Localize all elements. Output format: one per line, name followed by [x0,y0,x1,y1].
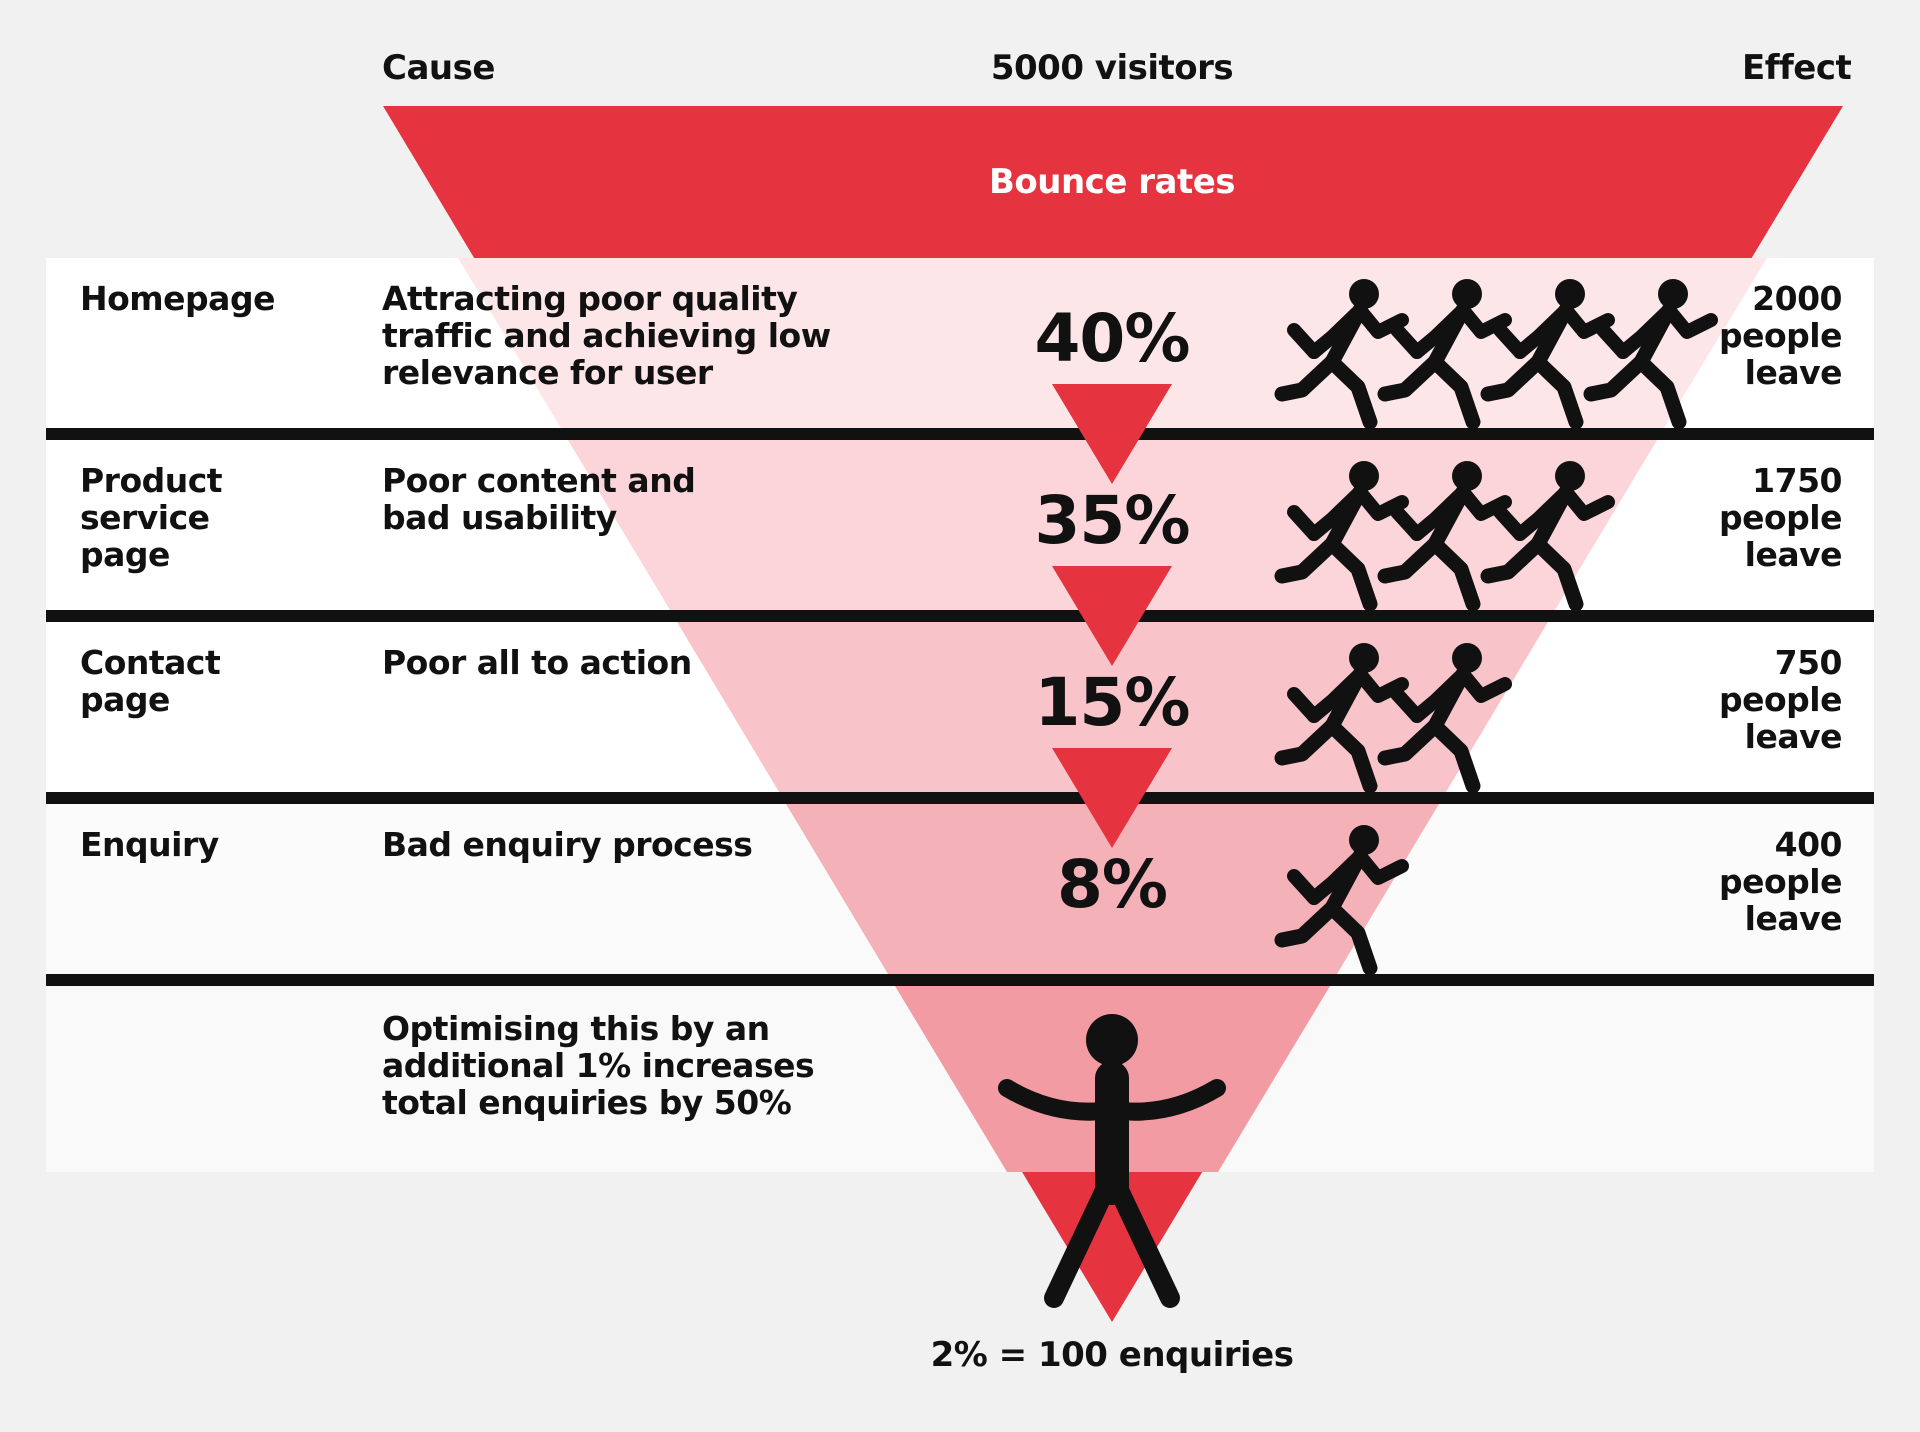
effect-text-product: 1750 people leave [1719,461,1843,574]
triangle-down-icon [1052,566,1172,666]
cause-text-homepage: Attracting poor quality traffic and achi… [382,279,831,392]
visitors-count-label: 5000 visitors [990,48,1234,88]
divider-line [46,792,1874,804]
divider-line [46,428,1874,440]
funnel-fill-contact [677,622,1548,792]
page-label-enquiry: Enquiry [80,825,219,864]
cause-text-enquiry: Bad enquiry process [382,825,753,864]
effect-text-enquiry: 400 people leave [1719,825,1843,938]
page-label-homepage: Homepage [80,279,275,318]
bounce-percent-homepage: 40% [1034,300,1191,377]
bounce-percent-product: 35% [1034,482,1191,559]
funnel-fill-product [568,440,1657,610]
effect-text-contact: 750 people leave [1719,643,1843,756]
divider-line [46,610,1874,622]
divider-line [46,974,1874,986]
bounce-percent-contact: 15% [1034,664,1191,741]
cause-text-contact: Poor all to action [382,643,692,682]
conversion-note: Optimising this by an additional 1% incr… [382,1009,815,1122]
cause-column-header: Cause [382,48,495,88]
bounce-percent-enquiry: 8% [1056,846,1168,923]
funnel-fill-homepage [458,258,1767,428]
triangle-down-icon [1052,384,1172,484]
effect-text-homepage: 2000 people leave [1719,279,1843,392]
effect-column-header: Effect [1742,48,1852,88]
triangle-down-icon [1052,748,1172,848]
page-label-product: Product service page [80,461,223,574]
funnel-fill-enquiry [786,804,1439,974]
bounce-rates-label: Bounce rates [989,162,1236,202]
page-label-contact: Contact page [80,643,221,719]
enquiries-result-label: 2% = 100 enquiries [930,1335,1294,1375]
cause-text-product: Poor content and bad usability [382,461,696,537]
